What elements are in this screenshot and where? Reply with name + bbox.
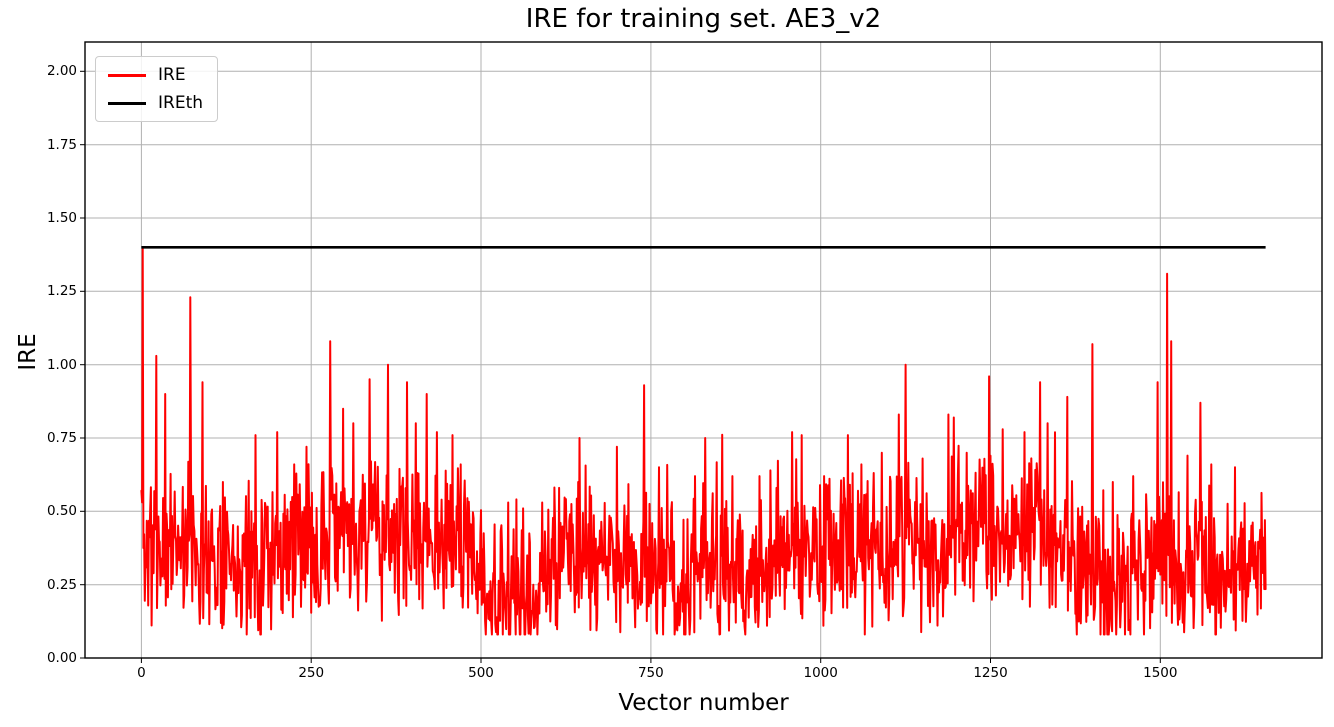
y-tick-label: 0.00 [46, 650, 77, 666]
x-tick-label: 500 [468, 665, 494, 681]
y-tick-label: 2.00 [46, 63, 77, 80]
x-tick-label: 250 [298, 665, 325, 681]
y-tick-label: 0.25 [46, 576, 77, 593]
legend-label-ireth: IREth [158, 93, 204, 113]
y-tick-label: 1.00 [46, 356, 77, 373]
y-tick-label: 1.75 [46, 136, 77, 153]
legend-entry-ireth: IREth [108, 93, 203, 113]
ireth-line-swatch [108, 101, 146, 105]
x-tick-label: 1000 [803, 665, 838, 681]
x-tick-label: 1250 [973, 665, 1008, 681]
x-tick-label: 750 [637, 665, 664, 681]
ire-line-swatch [108, 73, 146, 77]
y-tick-label: 1.50 [46, 210, 77, 226]
legend: IRE IREth [95, 56, 219, 122]
y-tick-label: 0.75 [46, 430, 77, 446]
x-axis-label: Vector number [618, 690, 789, 716]
chart-title: IRE for training set. AE3_v2 [525, 4, 882, 34]
y-tick-label: 0.50 [46, 503, 77, 520]
axes-spines [84, 41, 1323, 659]
ire-series-line [140, 246, 1267, 636]
y-tick-label: 1.25 [46, 283, 77, 300]
x-tick-label: 0 [137, 665, 146, 681]
legend-entry-ire: IRE [108, 65, 203, 85]
legend-label-ire: IRE [158, 65, 186, 85]
x-tick-label: 1500 [1143, 665, 1178, 681]
